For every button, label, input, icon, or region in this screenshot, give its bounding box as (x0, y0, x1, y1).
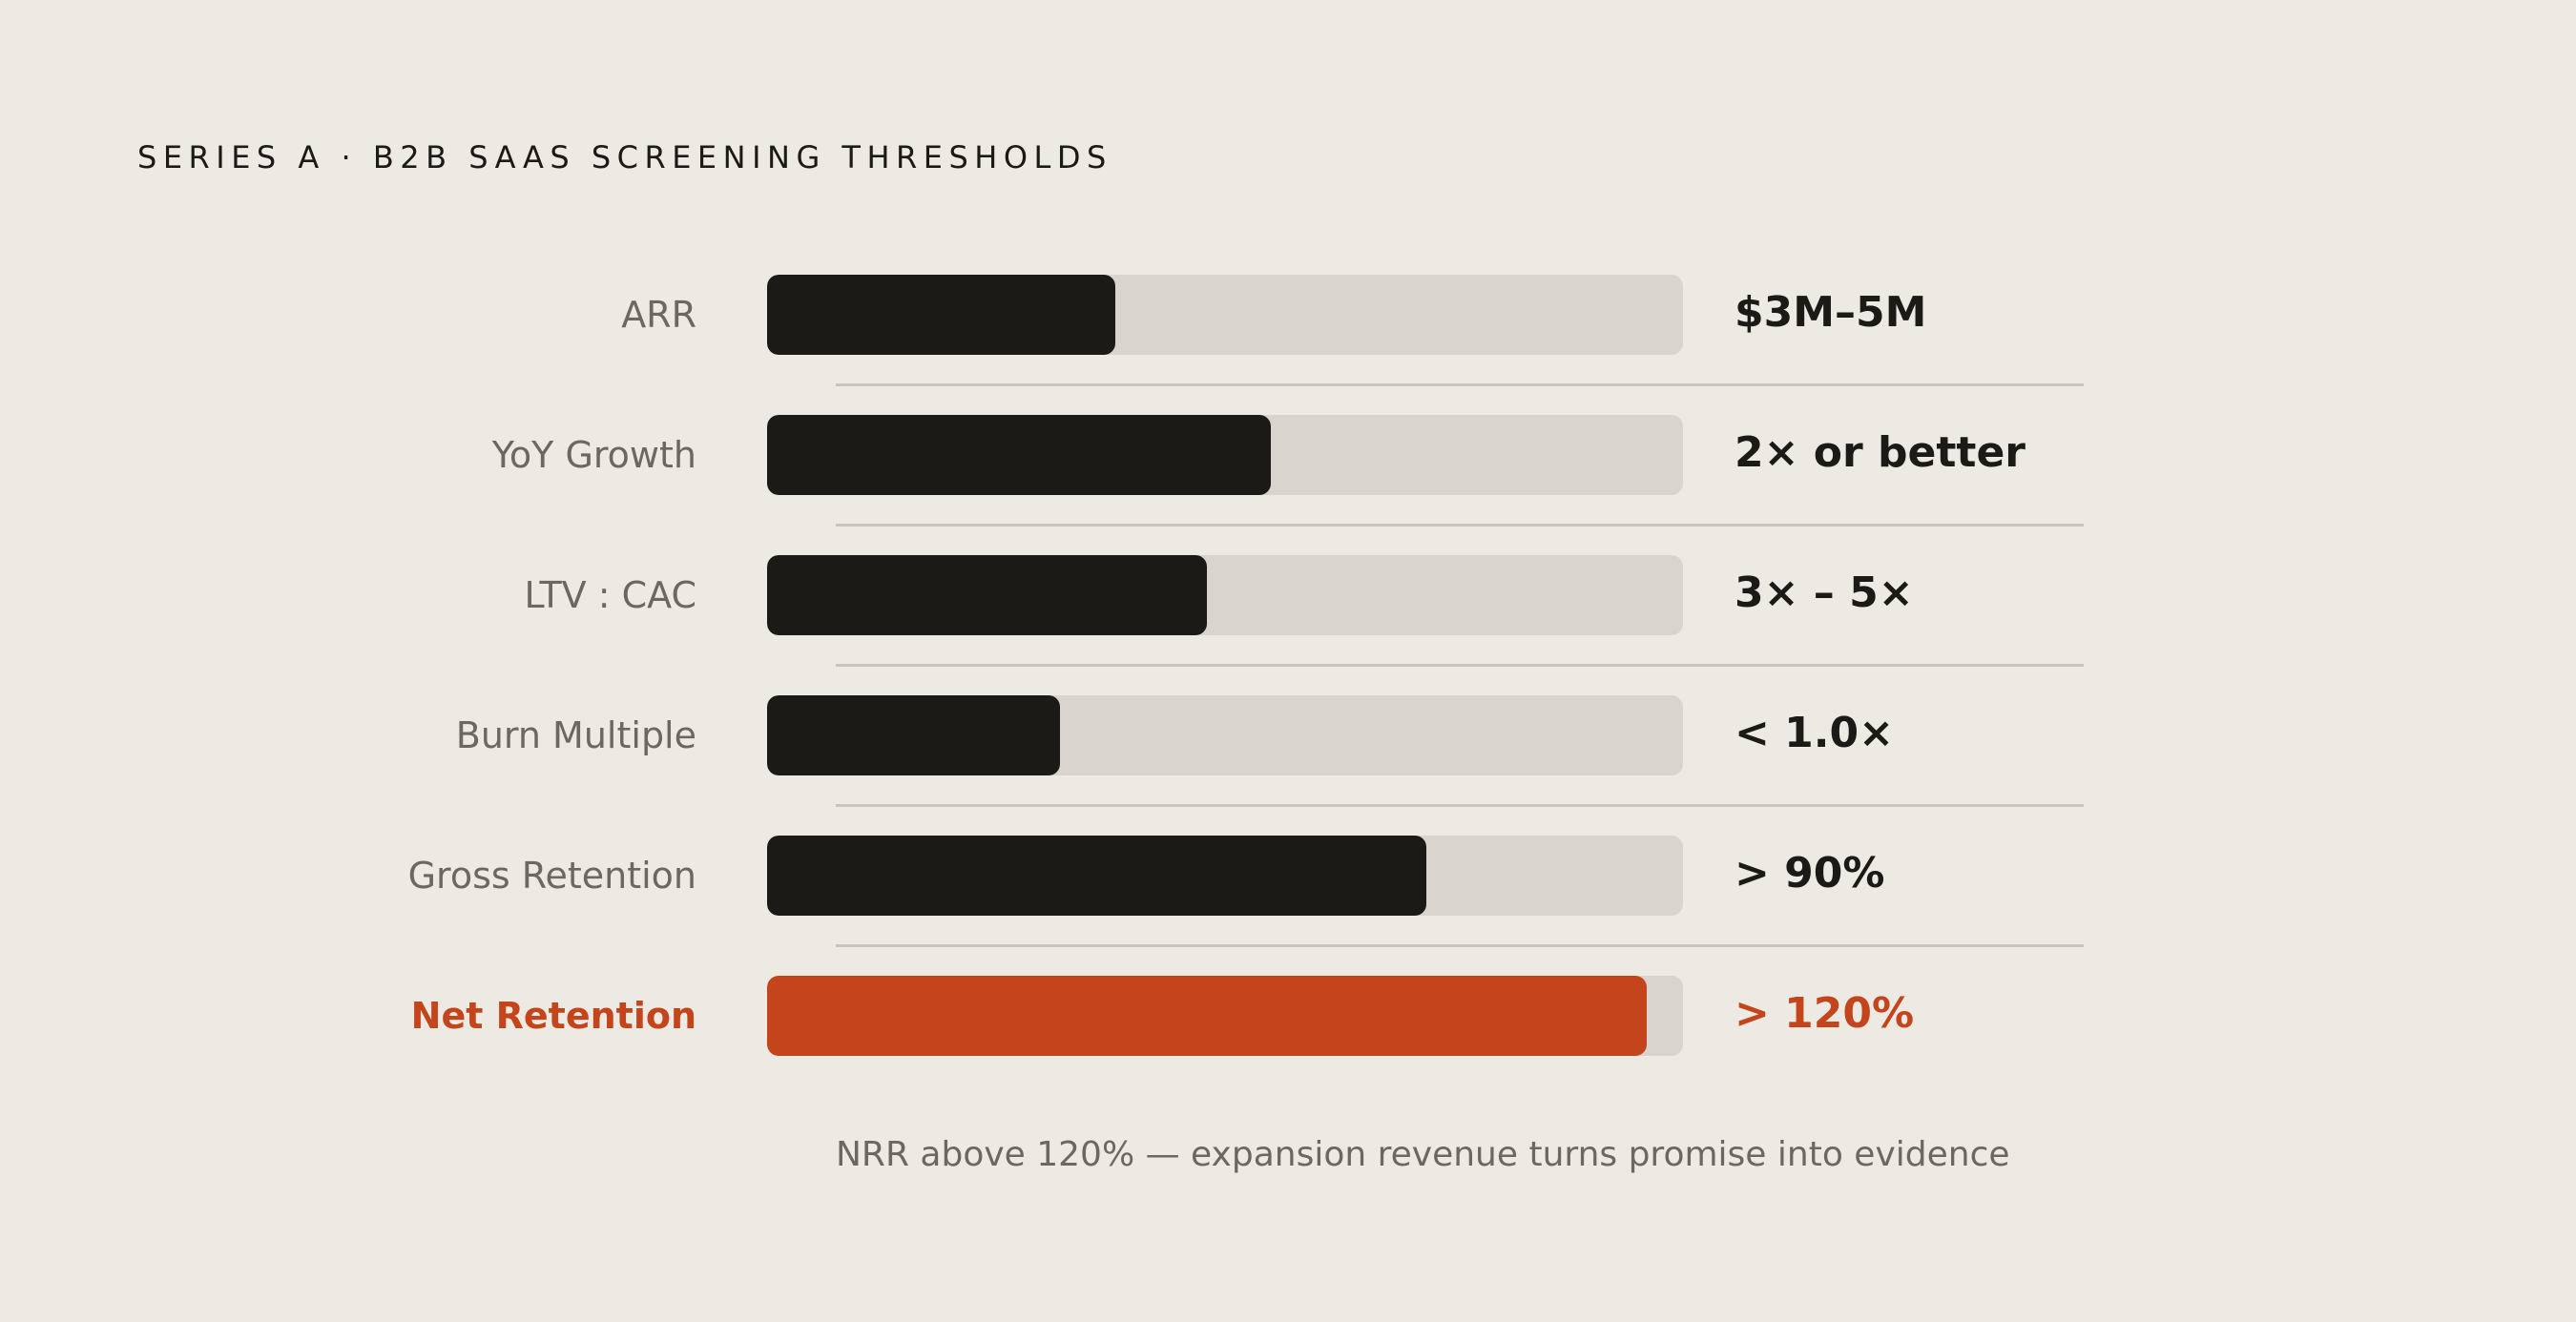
row-divider (836, 524, 2084, 527)
bar-track (767, 415, 1683, 495)
bar-track (767, 275, 1683, 355)
value-label: > 120% (1735, 989, 1915, 1038)
bar-track (767, 836, 1683, 916)
row-divider (836, 804, 2084, 807)
category-label: Net Retention (410, 995, 696, 1037)
bar (767, 275, 1115, 355)
bar (767, 695, 1060, 775)
chart-title: SERIES A · B2B SAAS SCREENING THRESHOLDS (137, 139, 1112, 176)
category-label: Gross Retention (407, 855, 696, 897)
category-label: Burn Multiple (455, 714, 696, 756)
chart-footnote: NRR above 120% — expansion revenue turns… (836, 1135, 2010, 1174)
value-label: < 1.0× (1735, 709, 1894, 757)
bar (767, 836, 1426, 916)
bar-track (767, 695, 1683, 775)
value-label: 3× – 5× (1735, 568, 1914, 617)
chart-row: Net Retention > 120% (0, 976, 2576, 1056)
category-label: LTV : CAC (524, 574, 697, 616)
value-label: 2× or better (1735, 428, 2025, 477)
row-divider (836, 664, 2084, 667)
chart-row: LTV : CAC 3× – 5× (0, 555, 2576, 635)
value-label: > 90% (1735, 849, 1885, 898)
bar-track (767, 555, 1683, 635)
bar-track (767, 976, 1683, 1056)
chart-row: YoY Growth 2× or better (0, 415, 2576, 495)
row-divider (836, 944, 2084, 947)
category-label: YoY Growth (491, 434, 696, 476)
chart-row: Gross Retention > 90% (0, 836, 2576, 916)
bar (767, 976, 1647, 1056)
bar (767, 415, 1271, 495)
bar (767, 555, 1207, 635)
value-label: $3M–5M (1735, 288, 1927, 337)
chart-row: ARR $3M–5M (0, 275, 2576, 355)
chart-row: Burn Multiple < 1.0× (0, 695, 2576, 775)
category-label: ARR (621, 294, 696, 336)
row-divider (836, 383, 2084, 386)
